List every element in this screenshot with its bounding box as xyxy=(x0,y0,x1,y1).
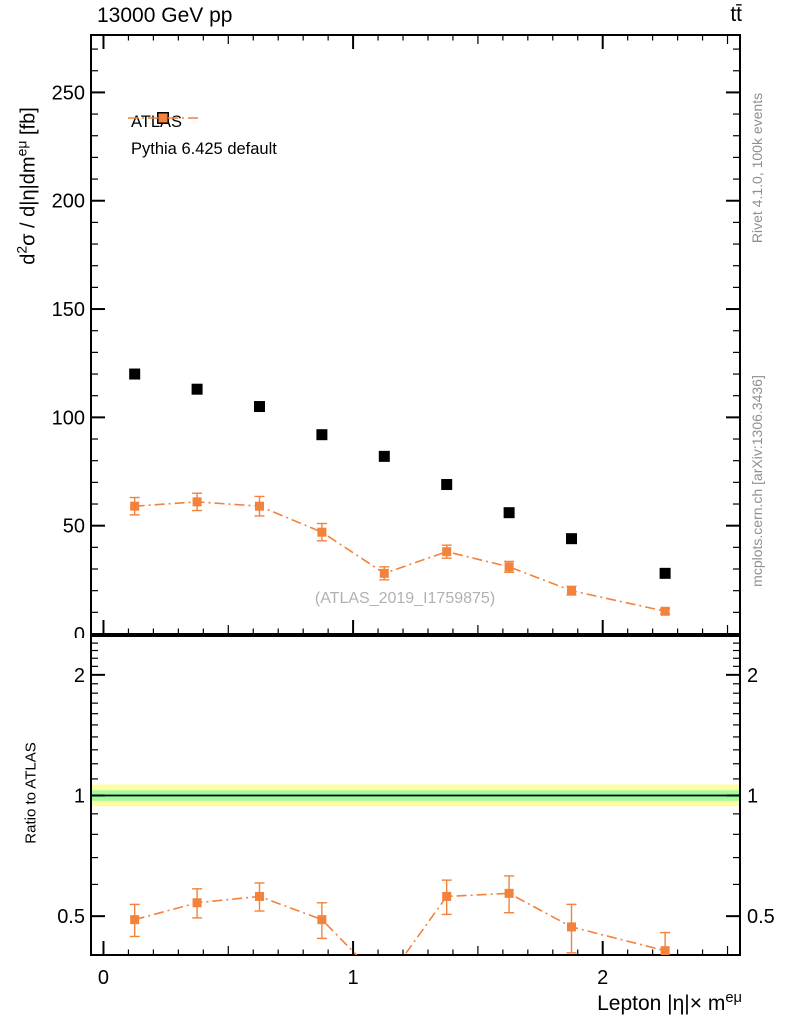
main-frame xyxy=(90,34,741,635)
ratio-tick-label-right: 0.5 xyxy=(747,906,775,928)
data-point xyxy=(192,497,202,507)
watermark: (ATLAS_2019_I1759875) xyxy=(314,590,496,607)
data-point xyxy=(379,568,389,578)
y-tick-label: 50 xyxy=(63,516,85,538)
data-point xyxy=(504,888,514,898)
data-point xyxy=(129,368,141,380)
y-tick-label: 250 xyxy=(52,82,85,104)
side-note-mcplots: mcplots.cern.ch [arXiv:1306.3436] xyxy=(749,375,765,587)
ratio-tick-label-left: 2 xyxy=(74,665,85,687)
x-tick-label: 1 xyxy=(348,967,359,989)
y-tick-label: 0 xyxy=(74,624,85,646)
data-point xyxy=(317,915,327,925)
y-tick-label: 150 xyxy=(52,299,85,321)
series-atlas xyxy=(129,368,671,579)
x-tick-label: 2 xyxy=(597,967,608,989)
y-axis-label: d2σ / d|η|dmeμ [fb] xyxy=(13,107,40,265)
side-note-rivet: Rivet 4.1.0, 100k events xyxy=(749,92,765,244)
legend-line-marker-icon xyxy=(128,113,198,123)
data-point xyxy=(659,567,671,579)
y-tick-label: 100 xyxy=(52,407,85,429)
ratio-series-pythia xyxy=(129,875,671,988)
series-pythia xyxy=(129,492,671,616)
data-point xyxy=(130,915,140,925)
data-point xyxy=(378,450,390,462)
legend-label: Pythia 6.425 default xyxy=(131,140,277,158)
data-point xyxy=(442,547,452,557)
data-point xyxy=(253,401,265,413)
ratio-tick-label-right: 1 xyxy=(747,786,758,808)
data-point xyxy=(567,586,577,596)
ratio-frame xyxy=(90,635,741,956)
ratio-tick-label-right: 2 xyxy=(747,665,758,687)
data-point xyxy=(191,383,203,395)
axis-ticks xyxy=(91,35,740,955)
data-point xyxy=(660,606,670,616)
data-point xyxy=(566,533,578,545)
data-point xyxy=(441,479,453,491)
plot-title: 13000 GeV pp xyxy=(97,4,233,27)
x-axis-label: Lepton |η|× meμ xyxy=(597,990,742,1015)
tick-labels: 0 1 2 0 50 100 150 200 250 0.5 0.5 1 1 2 2 xyxy=(52,82,775,989)
data-point xyxy=(192,898,202,908)
ratio-tick-label-left: 0.5 xyxy=(57,906,85,928)
data-point xyxy=(254,891,264,901)
ratio-axis-label: Ratio to ATLAS xyxy=(22,742,40,844)
legend-row: Pythia 6.425 default xyxy=(122,113,277,163)
legend: ATLAS Pythia 6.425 default xyxy=(122,109,277,163)
data-point xyxy=(254,501,264,511)
data-point xyxy=(503,507,515,519)
data-point xyxy=(380,979,389,988)
data-point xyxy=(130,501,140,511)
data-point xyxy=(442,891,452,901)
data-point xyxy=(316,429,328,441)
process-label: tt̄ xyxy=(730,3,742,26)
data-point xyxy=(317,527,327,537)
ratio-tick-label-left: 1 xyxy=(74,786,85,808)
data-point xyxy=(504,562,514,572)
x-tick-label: 0 xyxy=(98,967,109,989)
data-point xyxy=(660,946,670,955)
data-point xyxy=(567,922,577,932)
y-tick-label: 200 xyxy=(52,191,85,213)
